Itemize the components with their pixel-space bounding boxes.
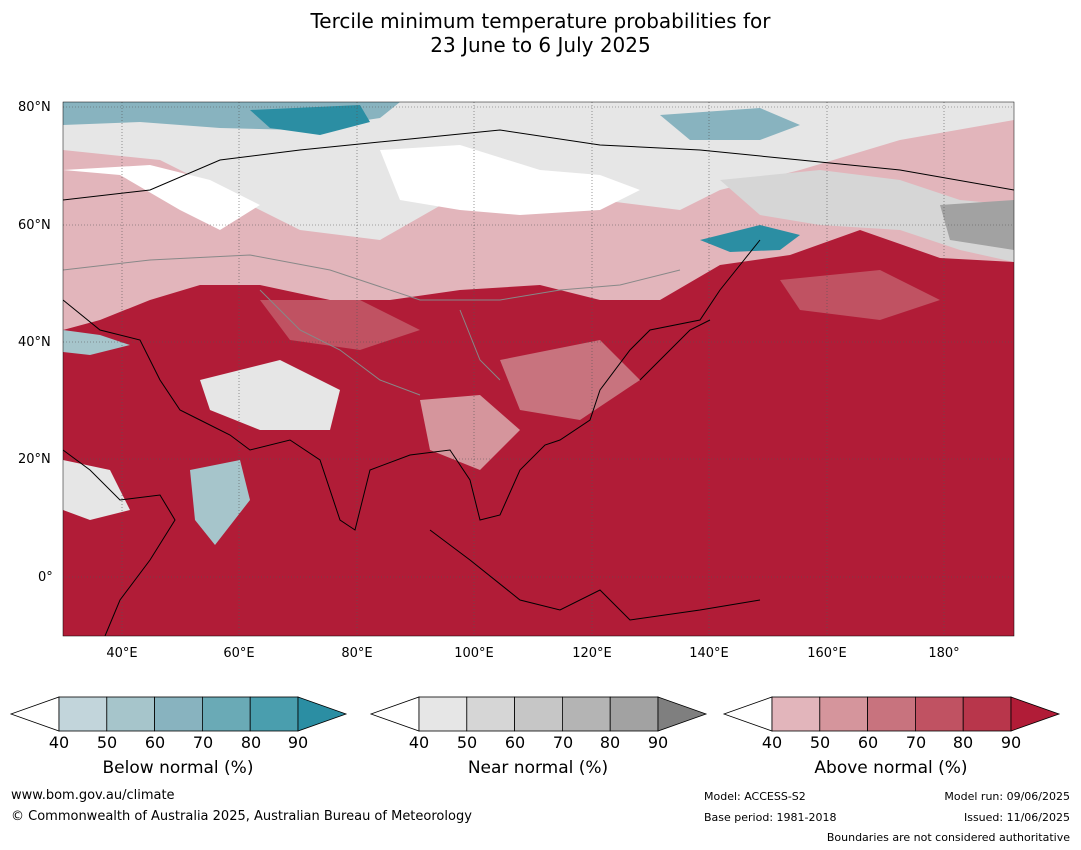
above-tick-80: 80 <box>952 733 974 752</box>
below-colorbar-segment <box>106 696 156 732</box>
model-text: Model: ACCESS-S2 <box>704 790 806 803</box>
below-colorbar-segment <box>249 696 299 732</box>
disclaimer-text: Boundaries are not considered authoritat… <box>826 831 1070 844</box>
above-normal-label: Above normal (%) <box>814 758 968 778</box>
below-tick-60: 60 <box>144 733 166 752</box>
near-tick-70: 70 <box>552 733 574 752</box>
caspian-teal <box>63 330 130 355</box>
lon-label-160e: 160°E <box>807 646 847 661</box>
near-normal-label: Near normal (%) <box>467 758 609 778</box>
near-colorbar-segment <box>609 696 659 732</box>
above-tick-70: 70 <box>905 733 927 752</box>
below-colorbar-segment <box>201 696 251 732</box>
above-tick-40: 40 <box>761 733 783 752</box>
near-colorbar-segment <box>562 696 611 732</box>
near-tick-50: 50 <box>456 733 478 752</box>
near-tick-40: 40 <box>408 733 430 752</box>
below-normal-label: Below normal (%) <box>102 758 254 778</box>
above-normal-colorbar <box>722 696 1061 732</box>
above-colorbar-right-extend <box>1010 696 1061 732</box>
above-tick-90: 90 <box>1000 733 1022 752</box>
grey-patch-south-asia <box>200 360 340 430</box>
above-colorbar-left-extend <box>722 696 773 732</box>
white-patch-siberia <box>380 145 640 215</box>
coastlines <box>63 129 1014 636</box>
lon-label-100e: 100°E <box>454 646 494 661</box>
below-tick-70: 70 <box>192 733 214 752</box>
country-borders <box>63 254 681 396</box>
map-frame <box>62 101 1015 637</box>
map-title-line1: Tercile minimum temperature probabilitie… <box>310 9 771 33</box>
lon-label-120e: 120°E <box>572 646 612 661</box>
bom-url: www.bom.gov.au/climate <box>11 788 175 803</box>
above-colorbar-segment <box>819 696 868 732</box>
below-tick-40: 40 <box>48 733 70 752</box>
below-colorbar-segment <box>58 696 108 732</box>
pink-patch-india-east <box>420 395 520 470</box>
below-tick-90: 90 <box>287 733 309 752</box>
near-tick-80: 80 <box>599 733 621 752</box>
mid-red-pacific <box>780 270 940 320</box>
lon-label-40e: 40°E <box>106 646 138 661</box>
above-tick-50: 50 <box>809 733 831 752</box>
lat-label-0: 0° <box>38 570 53 585</box>
near-colorbar-right-extend <box>657 696 708 732</box>
near-tick-90: 90 <box>647 733 669 752</box>
below-tick-50: 50 <box>96 733 118 752</box>
base-period-text: Base period: 1981-2018 <box>704 811 837 824</box>
near-colorbar-segment <box>466 696 515 732</box>
lon-label-80e: 80°E <box>341 646 373 661</box>
mid-red-china <box>500 340 640 420</box>
dark-grey-patch <box>940 200 1014 250</box>
lat-label-40n: 40°N <box>18 335 51 350</box>
near-normal-colorbar <box>369 696 708 732</box>
below-tick-80: 80 <box>240 733 262 752</box>
grey-patch-east <box>720 170 1014 262</box>
issued-text: Issued: 11/06/2025 <box>963 811 1070 824</box>
lat-label-80n: 80°N <box>18 100 51 115</box>
model-run-text: Model run: 09/06/2025 <box>944 790 1070 803</box>
lon-label-180: 180° <box>928 646 960 661</box>
copyright-text: © Commonwealth of Australia 2025, Austra… <box>11 809 472 824</box>
above-colorbar-segment <box>915 696 964 732</box>
above-colorbar-segment <box>771 696 821 732</box>
mid-red-central-asia <box>260 300 420 350</box>
near-colorbar-segment <box>514 696 563 732</box>
lat-label-20n: 20°N <box>18 452 51 467</box>
lon-label-60e: 60°E <box>223 646 255 661</box>
white-patch-west <box>63 165 260 230</box>
below-colorbar-left-extend <box>9 696 60 732</box>
grey-patch-africa <box>63 460 130 520</box>
graticule <box>63 102 1014 636</box>
lat-label-60n: 60°N <box>18 218 51 233</box>
near-colorbar-left-extend <box>369 696 420 732</box>
lon-label-140e: 140°E <box>689 646 729 661</box>
above-colorbar-segment <box>867 696 916 732</box>
below-colorbar-right-extend <box>297 696 348 732</box>
map-title-line2: 23 June to 6 July 2025 <box>430 33 651 57</box>
below-colorbar-segment <box>154 696 203 732</box>
okhotsk-teal <box>700 225 800 252</box>
arctic-teal-east <box>660 108 800 140</box>
horn-teal <box>190 460 250 545</box>
near-colorbar-segment <box>418 696 468 732</box>
arctic-teal-dark <box>250 105 370 135</box>
near-tick-60: 60 <box>504 733 526 752</box>
above-colorbar-segment <box>962 696 1012 732</box>
above-tick-60: 60 <box>857 733 879 752</box>
below-normal-colorbar <box>9 696 348 732</box>
